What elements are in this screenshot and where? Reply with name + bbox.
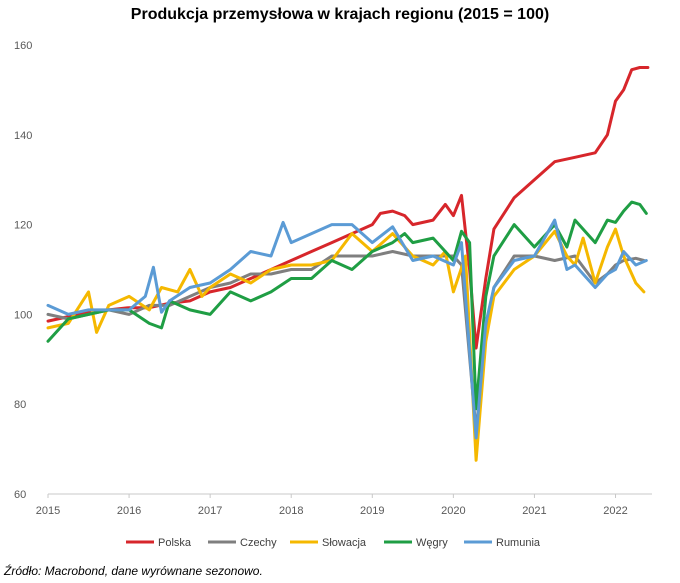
chart-title: Produkcja przemysłowa w krajach regionu … xyxy=(130,6,550,23)
y-tick-label: 100 xyxy=(14,309,32,321)
y-tick-label: 160 xyxy=(14,40,32,52)
x-tick-label: 2020 xyxy=(441,505,465,517)
line-chart: 60 80 100 120 140 160 2015 2016 2017 2018 2019 2020… xyxy=(14,40,652,549)
y-tick-label: 80 xyxy=(14,399,26,411)
legend-label: Czechy xyxy=(240,537,277,549)
x-tick-label: 2022 xyxy=(603,505,627,517)
x-tick-label: 2021 xyxy=(522,505,546,517)
x-tick-label: 2015 xyxy=(36,505,60,517)
series-line-węgry xyxy=(46,200,648,411)
legend-label: Rumunia xyxy=(496,537,541,549)
legend: Polska Czechy Słowacja Węgry Rumunia xyxy=(126,537,541,549)
legend-label: Polska xyxy=(158,537,192,549)
y-tick-label: 140 xyxy=(14,130,32,142)
series-line-słowacja xyxy=(46,227,646,462)
x-tick-label: 2019 xyxy=(360,505,384,517)
series-line-czechy xyxy=(46,250,646,433)
series-lines xyxy=(46,66,650,462)
x-tick-label: 2016 xyxy=(117,505,141,517)
y-tick-label: 60 xyxy=(14,489,26,501)
legend-label: Węgry xyxy=(416,537,448,549)
series-line-polska xyxy=(46,66,650,350)
x-tick-label: 2017 xyxy=(198,505,222,517)
y-tick-label: 120 xyxy=(14,220,32,232)
x-tick-label: 2018 xyxy=(279,505,303,517)
legend-label: Słowacja xyxy=(322,537,367,549)
axes: 60 80 100 120 140 160 2015 2016 2017 2018 2019 2020… xyxy=(14,40,652,517)
series-line-rumunia xyxy=(46,218,648,440)
source-note: Źródło: Macrobond, dane wyrównane sezono… xyxy=(4,564,263,578)
